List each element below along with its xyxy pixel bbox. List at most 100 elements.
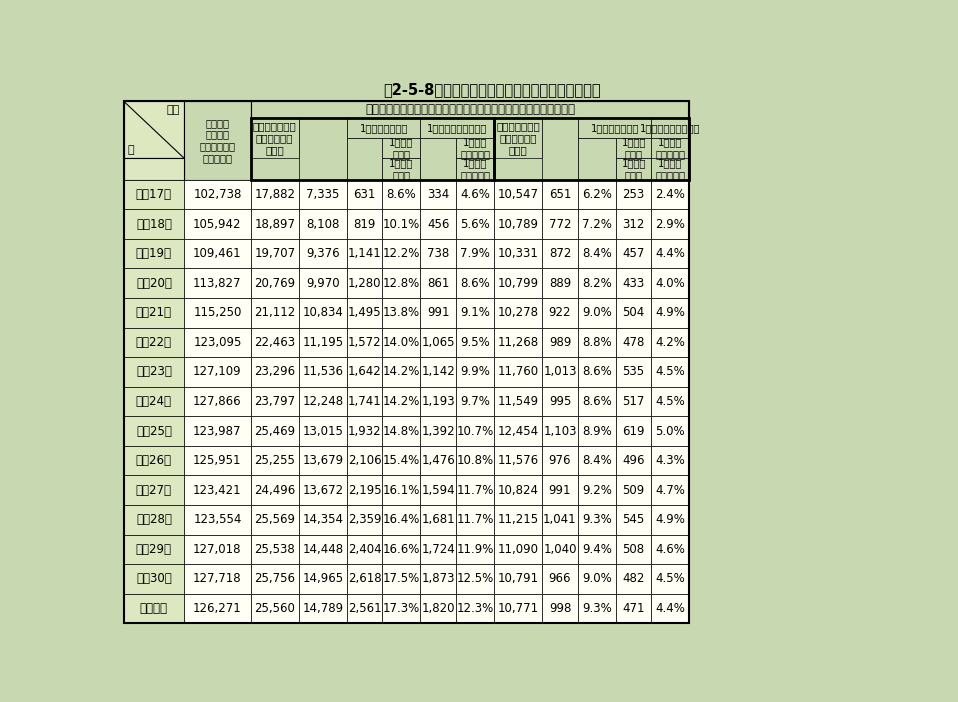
Text: 1,013: 1,013 xyxy=(543,366,577,378)
Bar xyxy=(651,475,690,505)
Text: 13,672: 13,672 xyxy=(302,484,343,497)
Bar xyxy=(382,387,421,416)
Text: 995: 995 xyxy=(549,395,571,408)
Bar xyxy=(578,534,616,564)
Bar xyxy=(251,180,299,209)
Bar xyxy=(299,475,347,505)
Text: 平成22年: 平成22年 xyxy=(136,336,171,349)
Bar xyxy=(578,446,616,475)
Text: 14.0%: 14.0% xyxy=(383,336,421,349)
Bar xyxy=(616,268,651,298)
Text: 11,536: 11,536 xyxy=(303,366,343,378)
Bar xyxy=(651,357,690,387)
Bar xyxy=(299,328,347,357)
Text: 9,970: 9,970 xyxy=(306,277,340,290)
Text: 989: 989 xyxy=(549,336,571,349)
Bar xyxy=(542,594,578,623)
Bar xyxy=(542,475,578,505)
Bar xyxy=(251,357,299,387)
Bar xyxy=(184,298,251,328)
Bar xyxy=(251,209,299,239)
Bar xyxy=(347,239,382,268)
Bar xyxy=(251,298,299,328)
Text: 平成17年: 平成17年 xyxy=(136,188,171,201)
Text: 9.3%: 9.3% xyxy=(582,513,611,526)
Text: 334: 334 xyxy=(427,188,449,201)
Bar xyxy=(124,416,184,446)
Bar xyxy=(184,416,251,446)
Bar xyxy=(299,239,347,268)
Text: 1,724: 1,724 xyxy=(422,543,455,556)
Text: 872: 872 xyxy=(549,247,571,260)
Bar xyxy=(124,387,184,416)
Text: 14.2%: 14.2% xyxy=(383,366,421,378)
Bar xyxy=(651,416,690,446)
Text: 1か月後生存者数: 1か月後生存者数 xyxy=(359,123,408,133)
Bar xyxy=(616,209,651,239)
Text: 11.7%: 11.7% xyxy=(456,513,493,526)
Bar xyxy=(494,357,542,387)
Bar xyxy=(124,534,184,564)
Text: 10,278: 10,278 xyxy=(497,306,538,319)
Text: 9.1%: 9.1% xyxy=(460,306,490,319)
Text: 13,015: 13,015 xyxy=(303,425,343,437)
Text: 9.9%: 9.9% xyxy=(460,366,490,378)
Text: 1,476: 1,476 xyxy=(422,454,455,467)
Bar xyxy=(616,594,651,623)
Bar xyxy=(616,138,651,158)
Bar xyxy=(184,268,251,298)
Text: 平成24年: 平成24年 xyxy=(136,395,171,408)
Bar xyxy=(347,594,382,623)
Bar xyxy=(347,180,382,209)
Text: 10,789: 10,789 xyxy=(497,218,538,230)
Bar xyxy=(456,138,494,158)
Bar xyxy=(494,416,542,446)
Bar xyxy=(456,416,494,446)
Text: 9.0%: 9.0% xyxy=(582,572,611,585)
Bar xyxy=(251,118,494,180)
Bar xyxy=(382,475,421,505)
Bar xyxy=(421,594,456,623)
Text: 4.7%: 4.7% xyxy=(655,484,685,497)
Text: 9.4%: 9.4% xyxy=(582,543,612,556)
Bar xyxy=(542,268,578,298)
Text: 4.5%: 4.5% xyxy=(655,395,685,408)
Bar xyxy=(184,387,251,416)
Bar xyxy=(456,534,494,564)
Text: 10,834: 10,834 xyxy=(303,306,343,319)
Bar xyxy=(456,298,494,328)
Text: 8.6%: 8.6% xyxy=(460,277,490,290)
Bar xyxy=(184,564,251,594)
Text: 10.7%: 10.7% xyxy=(456,425,493,437)
Bar xyxy=(651,209,690,239)
Text: 平成29年: 平成29年 xyxy=(136,543,171,556)
Text: 平成27年: 平成27年 xyxy=(136,484,171,497)
Text: 922: 922 xyxy=(549,306,571,319)
Text: 5.6%: 5.6% xyxy=(460,218,490,230)
Bar xyxy=(251,239,299,268)
Bar xyxy=(124,505,184,534)
Text: 平成30年: 平成30年 xyxy=(136,572,171,585)
Text: 15.4%: 15.4% xyxy=(383,454,421,467)
Bar xyxy=(542,387,578,416)
Bar xyxy=(382,138,421,158)
Text: 1,041: 1,041 xyxy=(543,513,577,526)
Text: 4.3%: 4.3% xyxy=(655,454,685,467)
Bar xyxy=(347,328,382,357)
Text: 2,195: 2,195 xyxy=(348,484,381,497)
Bar xyxy=(299,209,347,239)
Bar xyxy=(456,357,494,387)
Text: 9.2%: 9.2% xyxy=(582,484,612,497)
Bar xyxy=(421,357,456,387)
Text: 127,866: 127,866 xyxy=(194,395,241,408)
Text: 1か月後社会復帰者数: 1か月後社会復帰者数 xyxy=(427,123,488,133)
Text: 平成26年: 平成26年 xyxy=(136,454,171,467)
Text: 125,951: 125,951 xyxy=(194,454,241,467)
Text: 17.3%: 17.3% xyxy=(383,602,421,615)
Text: 13.8%: 13.8% xyxy=(383,306,420,319)
Text: 14,789: 14,789 xyxy=(302,602,343,615)
Text: 4.4%: 4.4% xyxy=(655,602,685,615)
Text: 平成23年: 平成23年 xyxy=(136,366,171,378)
Bar xyxy=(542,534,578,564)
Bar xyxy=(651,446,690,475)
